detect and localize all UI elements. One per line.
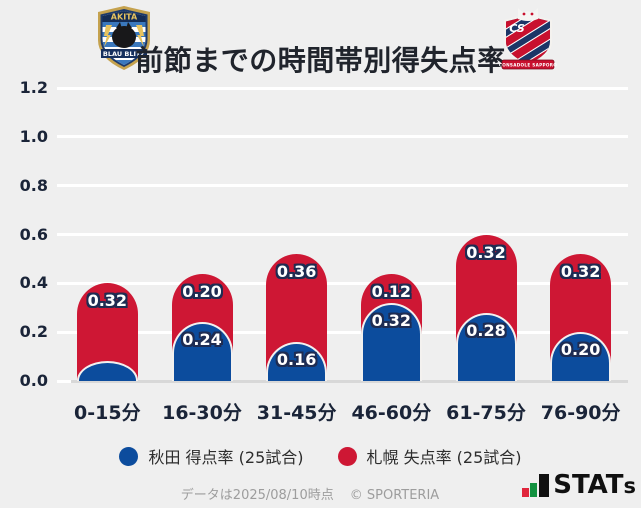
legend-item-sapporo: 札幌 失点率 (25試合) <box>337 444 522 468</box>
owl-icon <box>518 8 538 21</box>
page-title: 前節までの時間帯別得失点率 <box>135 43 506 77</box>
x-axis-label: 76-90分 <box>540 402 621 424</box>
legend-dot-akita <box>119 446 139 466</box>
bar-value-sapporo-0-15分: 0.32 <box>87 291 128 311</box>
gridline <box>60 184 628 188</box>
data-note: データは2025/08/10時点 © SPORTERIA <box>0 484 620 503</box>
akita-logo-image: AKITA BLAU BLITZ <box>98 6 150 70</box>
axis-tick <box>57 281 71 285</box>
bar-akita-76-90分 <box>550 332 612 381</box>
legend: 秋田 得点率 (25試合) 札幌 失点率 (25試合) <box>0 444 641 468</box>
akita-ribbon-text: BLAU BLITZ <box>103 50 145 58</box>
bar-value-akita-76-90分: 0.20 <box>560 340 601 360</box>
axis-tick <box>57 379 71 383</box>
bar-value-sapporo-61-75分: 0.32 <box>466 242 506 262</box>
x-axis-label: 0-15分 <box>74 402 141 424</box>
gridline <box>60 135 628 139</box>
bar-akita-61-75分 <box>455 312 517 381</box>
lightning-icon <box>136 25 144 47</box>
bar-value-akita-61-75分: 0.28 <box>466 320 506 340</box>
stats-brand-logo: STATs <box>522 470 636 500</box>
sapporo-club-logo: CS CONSADOLE SAPPORO <box>496 4 560 76</box>
bar-value-akita-46-60分: 0.32 <box>371 310 412 330</box>
y-axis-label: 0.4 <box>19 273 48 293</box>
y-axis-label: 1.0 <box>19 126 48 146</box>
x-axis-label: 46-60分 <box>351 402 432 424</box>
bar-value-sapporo-46-60分: 0.12 <box>371 281 412 301</box>
legend-dot-sapporo <box>337 446 357 466</box>
gridline <box>60 233 628 236</box>
bar-akita-46-60分 <box>360 302 422 381</box>
bar-value-sapporo-16-30分: 0.20 <box>182 281 222 301</box>
axis-tick <box>57 233 71 236</box>
axis-tick <box>57 135 71 139</box>
plot-area: 0.32 0.20 0.24 0.36 0.16 0.12 0.32 0.32 0.28 0.32… <box>57 86 628 383</box>
axis-tick <box>57 184 71 188</box>
legend-label-akita: 秋田 得点率 (25試合) <box>148 448 304 467</box>
legend-label-sapporo: 札幌 失点率 (25試合) <box>366 448 522 467</box>
bar-value-sapporo-31-45分: 0.36 <box>276 262 317 282</box>
axis-tick <box>57 86 71 90</box>
bar-chart-icon <box>522 474 550 497</box>
y-axis-label: 0.2 <box>19 322 48 342</box>
gridline <box>60 86 628 90</box>
x-axis-label: 31-45分 <box>256 402 337 424</box>
gridline <box>60 330 628 334</box>
bar-value-akita-31-45分: 0.16 <box>276 349 317 369</box>
sapporo-monogram-text: CS <box>509 22 525 35</box>
lightning-icon <box>104 25 112 47</box>
gridline <box>60 281 628 285</box>
y-axis-label: 0.8 <box>19 175 48 195</box>
sapporo-ribbon-text: CONSADOLE SAPPORO <box>499 63 557 68</box>
copyright: © SPORTERIA <box>349 488 440 503</box>
data-note-date: データは2025/08/10時点 <box>180 488 334 503</box>
y-axis-label: 1.2 <box>19 78 48 97</box>
x-axis: 0-15分 16-30分 31-45分 46-60分 61-75分 76-90分 <box>60 394 628 426</box>
y-axis: 0.0 0.2 0.4 0.6 0.8 1.0 1.2 <box>0 78 48 390</box>
boar-icon <box>112 26 136 48</box>
stats-brand-text: STATs <box>553 470 636 500</box>
x-axis-label: 61-75分 <box>446 402 526 424</box>
y-axis-label: 0.0 <box>19 371 48 390</box>
x-axis-label: 16-30分 <box>162 402 242 424</box>
sapporo-logo-image: CS CONSADOLE SAPPORO <box>499 8 557 70</box>
bar-value-sapporo-76-90分: 0.32 <box>560 262 601 282</box>
akita-banner-text: AKITA <box>111 13 138 22</box>
bar-akita-16-30分 <box>171 322 233 381</box>
bar-value-akita-16-30分: 0.24 <box>182 330 222 350</box>
legend-item-akita: 秋田 得点率 (25試合) <box>119 444 304 468</box>
axis-tick <box>57 330 71 334</box>
y-axis-label: 0.6 <box>19 224 48 244</box>
x-axis-baseline <box>60 379 628 383</box>
akita-club-logo: AKITA BLAU BLITZ <box>91 4 157 76</box>
